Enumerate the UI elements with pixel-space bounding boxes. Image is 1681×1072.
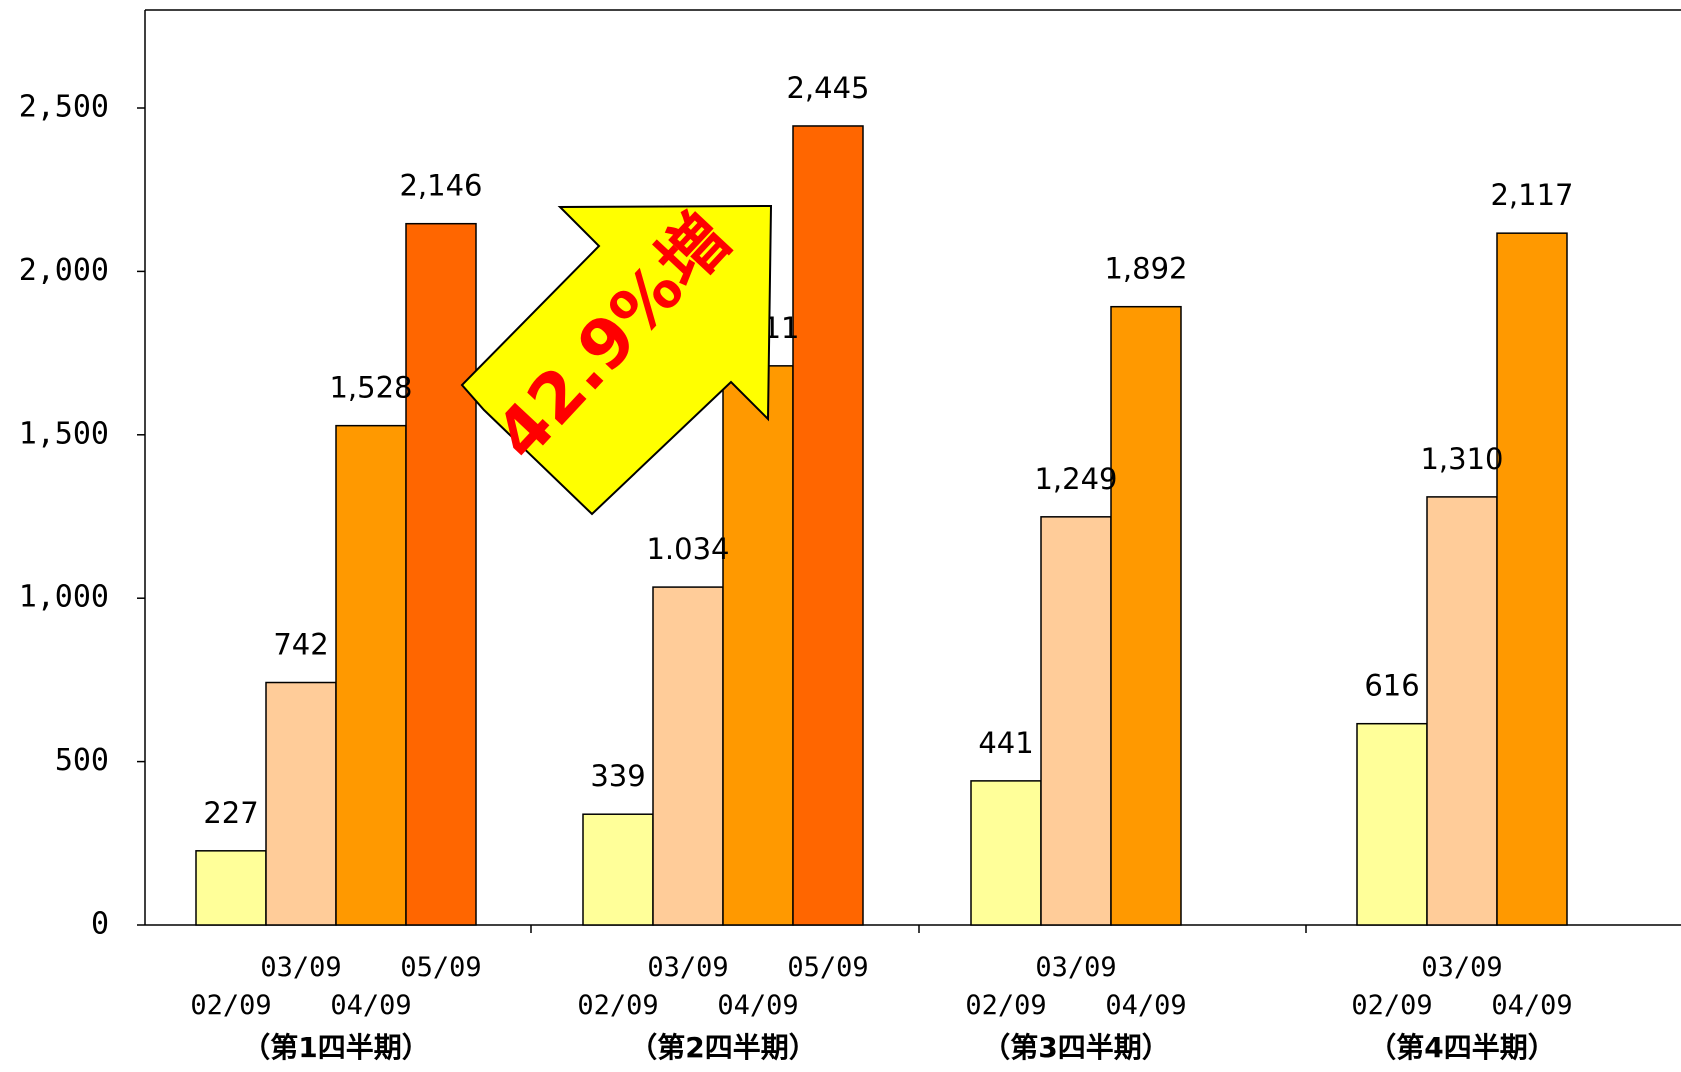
bar [265, 681, 337, 926]
data-label: 2,445 [786, 71, 869, 105]
bar [195, 850, 267, 926]
labels: 227 02/09 742 03/09 1,528 04/09 2,146 05/09 （第1四… [190, 71, 1573, 1064]
bar [335, 424, 407, 926]
data-label: 2,146 [399, 169, 482, 203]
category-label: 04/09 [330, 990, 411, 1021]
group-label: （第1四半期） [242, 1031, 429, 1064]
category-label: 04/09 [1105, 990, 1186, 1021]
bar [970, 780, 1042, 926]
y-tick-label: 1,000 [19, 580, 109, 615]
bar [792, 125, 864, 926]
data-label: 742 [273, 628, 328, 662]
group-label: （第4四半期） [1368, 1031, 1555, 1064]
bar [1040, 516, 1112, 926]
group-label: （第2四半期） [629, 1031, 816, 1064]
category-label: 03/09 [1421, 952, 1502, 983]
category-label: 03/09 [260, 952, 341, 983]
category-label: 02/09 [190, 990, 271, 1021]
y-tick-label: 1,500 [19, 416, 109, 451]
category-label: 05/09 [787, 952, 868, 983]
data-label: 227 [203, 796, 258, 830]
bar [582, 813, 654, 926]
category-label: 05/09 [400, 952, 481, 983]
bar [405, 222, 477, 926]
data-label: 616 [1364, 669, 1419, 703]
data-label: 339 [590, 759, 645, 793]
category-label: 04/09 [1491, 990, 1572, 1021]
data-label: 1,249 [1034, 462, 1117, 496]
data-label: 1,310 [1420, 442, 1503, 476]
y-tick-label: 500 [55, 743, 109, 778]
y-tick-label: 2,500 [19, 90, 109, 125]
category-label: 02/09 [1351, 990, 1432, 1021]
bars [195, 125, 1568, 926]
y-tick-label: 0 [91, 907, 109, 942]
bar [1496, 232, 1568, 926]
data-label: 441 [978, 726, 1033, 760]
category-label: 04/09 [717, 990, 798, 1021]
bar [1110, 305, 1182, 926]
data-label: 2,117 [1490, 178, 1573, 212]
category-label: 03/09 [1035, 952, 1116, 983]
bar [652, 586, 724, 926]
y-tick-label: 2,000 [19, 253, 109, 288]
category-label: 02/09 [965, 990, 1046, 1021]
data-label: 1,892 [1104, 252, 1187, 286]
data-label: 1.034 [646, 532, 729, 566]
group-label: （第3四半期） [982, 1031, 1169, 1064]
data-label: 1,528 [329, 371, 412, 405]
bar [1356, 722, 1428, 926]
growth-arrow [460, 204, 773, 516]
category-label: 02/09 [577, 990, 658, 1021]
category-label: 03/09 [647, 952, 728, 983]
bar [722, 365, 794, 926]
bar [1426, 496, 1498, 926]
